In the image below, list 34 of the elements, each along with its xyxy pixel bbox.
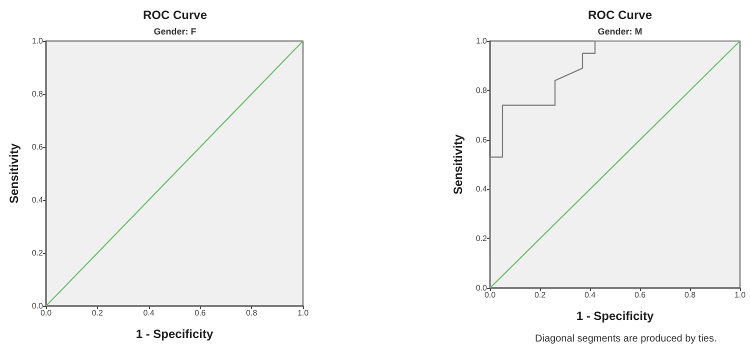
x-tick-label: 1.0: [734, 290, 746, 300]
line-series: [489, 40, 741, 289]
y-tick-label: 0.8: [476, 86, 488, 95]
text: Diagonal segments are produced by ties.: [535, 334, 717, 344]
y-tick-label: 0.4: [476, 184, 488, 194]
x-tick-label: 0.6: [194, 308, 206, 318]
x-tick-label: 0.4: [143, 308, 155, 318]
x-axis-title: 1 - Specificity: [576, 309, 654, 323]
chart-title: ROC Curve: [588, 8, 652, 22]
y-tick-label: 0.2: [32, 248, 44, 258]
x-tick-label: 0.0: [40, 308, 52, 318]
chart-subtitle: Gender: M: [598, 26, 642, 36]
y-axis-title: Sensitivity: [451, 134, 465, 195]
y-tick-label: 1.0: [32, 36, 44, 46]
x-tick-label: 0.2: [92, 308, 104, 318]
chart-title: ROC Curve: [142, 8, 208, 22]
x-tick-label: 0.4: [584, 290, 596, 300]
y-tick-label: 0.0: [476, 284, 488, 292]
x-tick-label: 0.8: [246, 308, 258, 318]
x-tick-label: 0.2: [534, 290, 546, 300]
y-tick-label: 0.4: [32, 196, 44, 204]
y-tick-label: 0.6: [476, 135, 488, 144]
x-tick-label: 0.8: [684, 290, 696, 300]
x-tick-label: 0.0: [484, 290, 496, 300]
x-axis-title: 1 - Specificity: [136, 327, 214, 341]
y-tick-label: 1.0: [476, 36, 488, 46]
y-tick-label: 0.8: [32, 90, 44, 98]
x-tick-label: 0.6: [634, 290, 646, 300]
y-axis-title: Sensitivity: [7, 143, 21, 204]
x-tick-label: 1.0: [297, 308, 310, 318]
y-tick-label: 0.0: [32, 302, 44, 310]
y-tick-label: 0.6: [32, 142, 44, 152]
chart-subtitle: Gender: F: [154, 26, 197, 36]
y-tick-label: 0.2: [476, 234, 488, 244]
